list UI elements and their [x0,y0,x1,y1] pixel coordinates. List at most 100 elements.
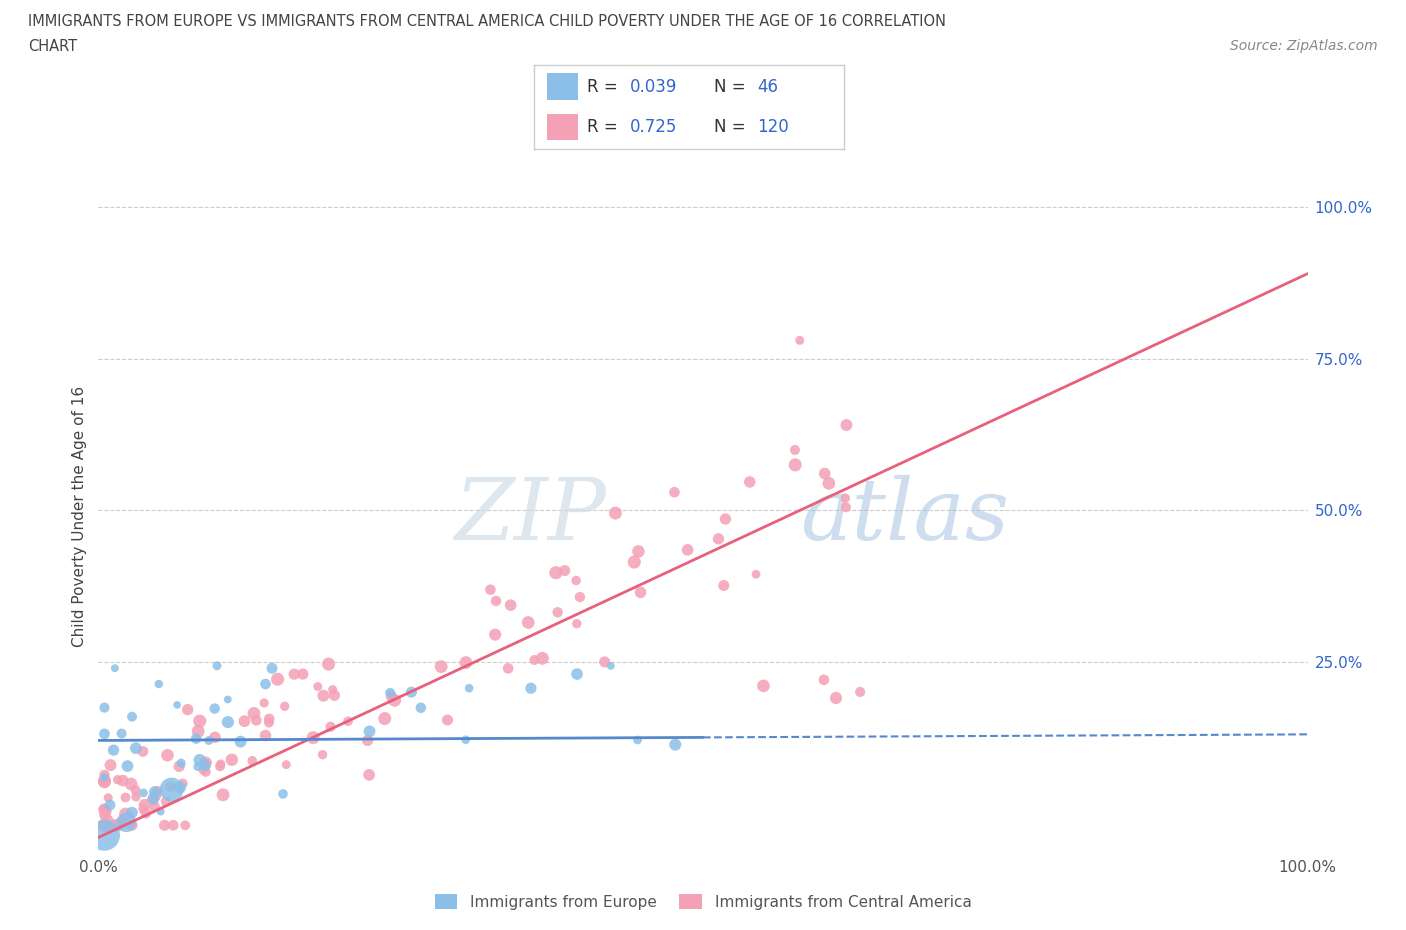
Point [323,688,346,703]
Point [565,617,588,631]
FancyBboxPatch shape [547,113,578,140]
Point [356,733,378,748]
Point [212,788,235,803]
Point [93,802,115,817]
Point [707,531,730,546]
Text: N =: N = [714,118,751,136]
Point [243,706,266,721]
Point [849,684,872,699]
Point [148,676,170,691]
Point [93,767,115,782]
Point [752,679,775,694]
Point [454,655,477,670]
Point [384,693,406,708]
Point [626,733,648,748]
Point [93,807,115,822]
Point [121,817,143,832]
Point [141,792,163,807]
Point [496,661,519,676]
Point [318,657,340,671]
Point [565,667,588,682]
Point [458,681,481,696]
Point [359,767,381,782]
Text: 0.725: 0.725 [630,118,678,136]
Point [143,784,166,799]
Point [565,573,588,588]
Point [374,711,396,726]
Y-axis label: Child Poverty Under the Age of 16: Child Poverty Under the Age of 16 [72,386,87,646]
Point [484,627,506,642]
Point [260,661,283,676]
Point [789,333,811,348]
Point [312,688,335,703]
Point [121,710,143,724]
Text: R =: R = [586,118,623,136]
Point [283,667,305,682]
Point [104,661,127,676]
Point [187,759,209,774]
Point [623,554,645,569]
Point [114,806,136,821]
Point [834,491,856,506]
Point [93,775,115,790]
Point [96,814,118,829]
Point [523,653,546,668]
Point [125,740,148,755]
Point [835,500,858,515]
Point [93,828,115,843]
Point [599,658,621,673]
Point [783,443,806,458]
Point [217,692,239,707]
Point [479,582,502,597]
Point [271,787,294,802]
Point [146,784,169,799]
Point [605,506,627,521]
Point [499,598,522,613]
Point [117,759,139,774]
Point [664,485,686,499]
Point [745,566,768,581]
Point [221,752,243,767]
Text: 0.039: 0.039 [630,78,678,96]
Point [114,790,136,804]
Point [166,698,188,712]
Point [204,701,226,716]
Point [176,702,198,717]
Point [835,418,858,432]
Point [156,748,179,763]
Point [409,700,432,715]
Point [454,732,477,747]
Point [204,730,226,745]
Point [208,759,231,774]
Text: N =: N = [714,78,751,96]
Point [103,743,125,758]
Point [547,604,569,619]
Point [257,711,280,726]
Point [93,817,115,832]
Point [110,815,132,830]
Point [205,658,228,673]
Point [188,713,211,728]
Point [167,759,190,774]
Point [159,779,181,794]
Point [107,817,129,832]
Point [233,713,256,728]
Point [630,585,652,600]
Point [132,802,155,817]
Point [153,817,176,832]
Point [311,748,333,763]
Point [713,578,735,593]
Point [135,805,157,820]
Point [544,565,567,580]
Point [254,728,277,743]
Point [319,719,342,734]
Point [132,786,155,801]
Point [93,770,115,785]
Point [814,466,837,481]
Point [162,817,184,832]
Point [184,731,207,746]
Point [160,782,183,797]
Point [98,798,121,813]
Point [436,712,458,727]
Point [818,476,841,491]
